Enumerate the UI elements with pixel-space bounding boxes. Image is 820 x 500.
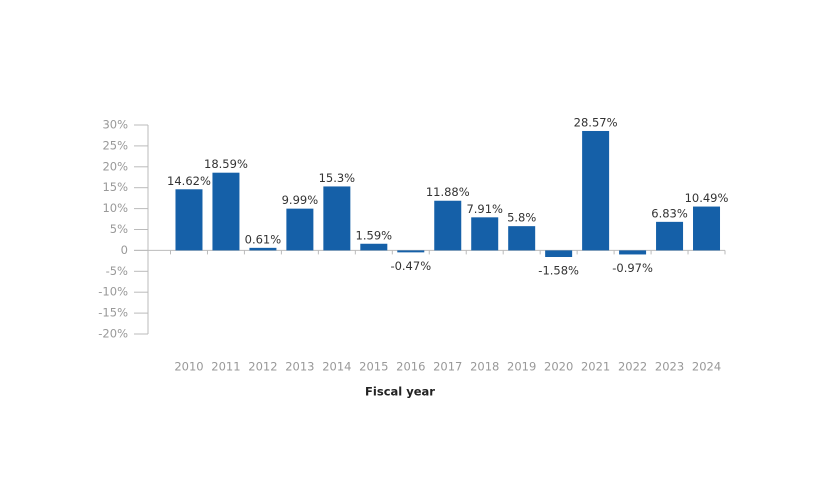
y-tick-label: -15% [98, 306, 128, 320]
x-tick-label: 2011 [211, 360, 240, 374]
x-tick-label: 2015 [359, 360, 388, 374]
value-label: 9.99% [282, 193, 319, 207]
y-tick-label: -5% [106, 264, 128, 278]
bar [175, 189, 203, 251]
y-tick-label: 25% [102, 138, 128, 152]
value-label: 5.8% [507, 211, 536, 225]
x-tick-label: 2013 [285, 360, 314, 374]
bar [508, 226, 536, 251]
value-label: 28.57% [574, 115, 618, 129]
bar [471, 217, 499, 251]
value-label: 14.62% [167, 174, 211, 188]
bar [397, 250, 425, 253]
x-axis-title: Fiscal year [365, 385, 435, 399]
y-tick-label: -10% [98, 285, 128, 299]
bar [249, 247, 277, 251]
bar [360, 243, 388, 251]
value-label: 18.59% [204, 157, 248, 171]
y-tick-label: 15% [102, 180, 128, 194]
bar [286, 208, 314, 251]
x-tick-label: 2021 [581, 360, 610, 374]
y-tick-label: 20% [102, 159, 128, 173]
value-label: 0.61% [245, 232, 282, 246]
value-label: 11.88% [426, 185, 470, 199]
y-tick-label: 5% [110, 222, 128, 236]
bar [212, 172, 240, 251]
bar [323, 186, 351, 251]
value-label: -0.47% [390, 259, 431, 273]
x-tick-label: 2024 [692, 360, 721, 374]
value-label: 6.83% [651, 206, 688, 220]
x-tick-label: 2018 [470, 360, 499, 374]
bar [582, 130, 610, 251]
bar [434, 200, 462, 251]
x-tick-label: 2014 [322, 360, 351, 374]
x-tick-label: 2020 [544, 360, 573, 374]
x-tick-label: 2010 [174, 360, 203, 374]
bar [693, 206, 721, 251]
y-tick-label: 30% [102, 118, 128, 132]
bar [656, 221, 684, 251]
value-label: -0.97% [612, 261, 653, 275]
value-label: 15.3% [319, 171, 356, 185]
value-label: 1.59% [356, 228, 393, 242]
x-tick-label: 2023 [655, 360, 684, 374]
value-label: 7.91% [466, 202, 503, 216]
bar [619, 250, 647, 255]
x-tick-label: 2019 [507, 360, 536, 374]
y-tick-label: -20% [98, 327, 128, 341]
bar [545, 250, 573, 258]
y-tick-label: 10% [102, 201, 128, 215]
value-label: -1.58% [538, 264, 579, 278]
x-tick-label: 2022 [618, 360, 647, 374]
x-tick-label: 2016 [396, 360, 425, 374]
value-label: 10.49% [685, 191, 729, 205]
y-tick-label: 0 [121, 243, 128, 257]
x-tick-label: 2017 [433, 360, 462, 374]
x-tick-label: 2012 [248, 360, 277, 374]
